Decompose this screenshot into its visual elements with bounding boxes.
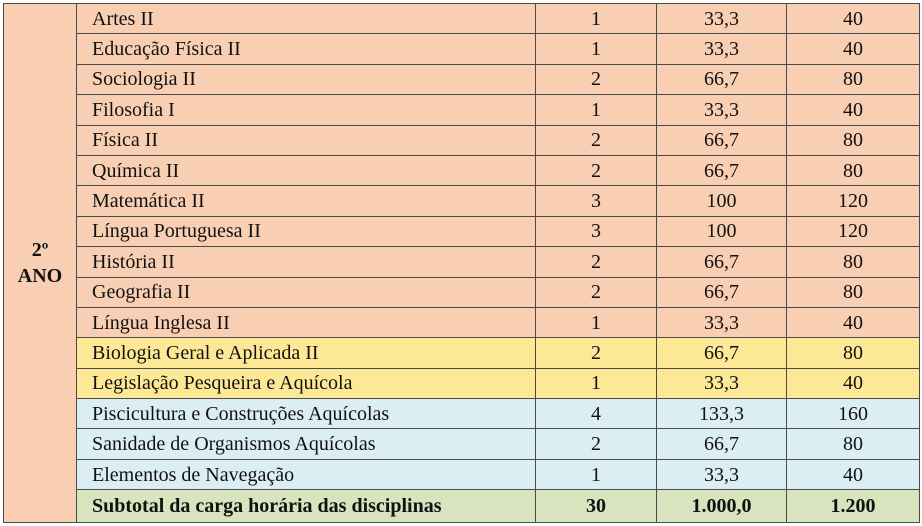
hours-cell: 66,7	[656, 124, 787, 156]
subtotal-label: Subtotal da carga horária das disciplina…	[76, 489, 536, 524]
weekly-classes-cell: 4	[535, 398, 657, 430]
table-row: Elementos de Navegação 1 33,3 40	[4, 458, 920, 491]
subtotal-hours: 1.000,0	[656, 489, 787, 524]
table-row: Língua Portuguesa II 3 100 120	[4, 215, 920, 248]
subject-cell: Sanidade de Organismos Aquícolas	[76, 428, 536, 460]
table-row: Sociologia II 2 66,7 80	[4, 63, 920, 96]
subject-cell: Elementos de Navegação	[76, 458, 536, 491]
class-hours-cell: 80	[786, 276, 920, 308]
hours-cell: 33,3	[656, 33, 787, 65]
hours-cell: 100	[656, 215, 787, 248]
weekly-classes-cell: 1	[535, 367, 657, 400]
weekly-classes-cell: 1	[535, 2, 657, 35]
subject-cell: Legislação Pesqueira e Aquícola	[76, 367, 536, 400]
weekly-classes-cell: 2	[535, 154, 657, 187]
weekly-classes-cell: 2	[535, 124, 657, 156]
subject-cell: Artes II	[76, 2, 536, 35]
table-row: Biologia Geral e Aplicada II 2 66,7 80	[4, 337, 920, 369]
hours-cell: 100	[656, 185, 787, 217]
hours-cell: 66,7	[656, 337, 787, 369]
class-hours-cell: 40	[786, 306, 920, 339]
subject-cell: Química II	[76, 154, 536, 187]
subject-cell: Física II	[76, 124, 536, 156]
subject-cell: Língua Portuguesa II	[76, 215, 536, 248]
table-row: Matemática II 3 100 120	[4, 185, 920, 217]
hours-cell: 66,7	[656, 246, 787, 278]
weekly-classes-cell: 2	[535, 337, 657, 369]
table-row: Filosofia I 1 33,3 40	[4, 94, 920, 126]
table-row: Piscicultura e Construções Aquícolas 4 133…	[4, 398, 920, 430]
class-hours-cell: 80	[786, 337, 920, 369]
subject-cell: Filosofia I	[76, 94, 536, 126]
class-hours-cell: 40	[786, 2, 920, 35]
year-label-line2: ANO	[17, 265, 63, 288]
weekly-classes-cell: 1	[535, 33, 657, 65]
subject-cell: História II	[76, 246, 536, 278]
hours-cell: 66,7	[656, 63, 787, 96]
class-hours-cell: 40	[786, 458, 920, 491]
subject-cell: Biologia Geral e Aplicada II	[76, 337, 536, 369]
class-hours-cell: 120	[786, 215, 920, 248]
weekly-classes-cell: 1	[535, 94, 657, 126]
subject-cell: Piscicultura e Construções Aquícolas	[76, 398, 536, 430]
class-hours-cell: 80	[786, 154, 920, 187]
subject-cell: Matemática II	[76, 185, 536, 217]
year-label: 2º ANO	[3, 2, 77, 524]
class-hours-cell: 40	[786, 33, 920, 65]
subtotal-class-hours: 1.200	[786, 489, 920, 524]
table-row: Sanidade de Organismos Aquícolas 2 66,7 80	[4, 428, 920, 460]
subject-cell: Geografia II	[76, 276, 536, 308]
hours-cell: 133,3	[656, 398, 787, 430]
hours-cell: 33,3	[656, 2, 787, 35]
class-hours-cell: 40	[786, 94, 920, 126]
hours-cell: 33,3	[656, 458, 787, 491]
weekly-classes-cell: 2	[535, 428, 657, 460]
class-hours-cell: 80	[786, 124, 920, 156]
hours-cell: 33,3	[656, 367, 787, 400]
subject-cell: Sociologia II	[76, 63, 536, 96]
curriculum-table-body: 2º ANO Artes II 1 33,3 40 Educação Física II 1 3…	[3, 2, 920, 524]
table-row: Educação Física II 1 33,3 40	[4, 33, 920, 65]
weekly-classes-cell: 2	[535, 246, 657, 278]
class-hours-cell: 80	[786, 428, 920, 460]
weekly-classes-cell: 1	[535, 458, 657, 491]
class-hours-cell: 120	[786, 185, 920, 217]
hours-cell: 66,7	[656, 154, 787, 187]
weekly-classes-cell: 3	[535, 185, 657, 217]
weekly-classes-cell: 2	[535, 276, 657, 308]
hours-cell: 66,7	[656, 276, 787, 308]
subject-cell: Língua Inglesa II	[76, 306, 536, 339]
table-row: Legislação Pesqueira e Aquícola 1 33,3 40	[4, 367, 920, 400]
class-hours-cell: 80	[786, 63, 920, 96]
subtotal-row: Subtotal da carga horária das disciplina…	[4, 489, 920, 524]
curriculum-table: 2º ANO Artes II 1 33,3 40 Educação Física II 1 3…	[3, 2, 920, 524]
hours-cell: 33,3	[656, 306, 787, 339]
table-row: Química II 2 66,7 80	[4, 154, 920, 187]
subtotal-weekly-classes: 30	[535, 489, 657, 524]
hours-cell: 33,3	[656, 94, 787, 126]
table-row: Língua Inglesa II 1 33,3 40	[4, 306, 920, 339]
year-label-line1: 2º	[31, 239, 49, 262]
table-row: Física II 2 66,7 80	[4, 124, 920, 156]
table-row: 2º ANO Artes II 1 33,3 40	[3, 2, 920, 524]
weekly-classes-cell: 1	[535, 306, 657, 339]
hours-cell: 66,7	[656, 428, 787, 460]
weekly-classes-cell: 3	[535, 215, 657, 248]
class-hours-cell: 40	[786, 367, 920, 400]
class-hours-cell: 80	[786, 246, 920, 278]
weekly-classes-cell: 2	[535, 63, 657, 96]
table-row: História II 2 66,7 80	[4, 246, 920, 278]
class-hours-cell: 160	[786, 398, 920, 430]
subject-cell: Educação Física II	[76, 33, 536, 65]
table-row: Geografia II 2 66,7 80	[4, 276, 920, 308]
